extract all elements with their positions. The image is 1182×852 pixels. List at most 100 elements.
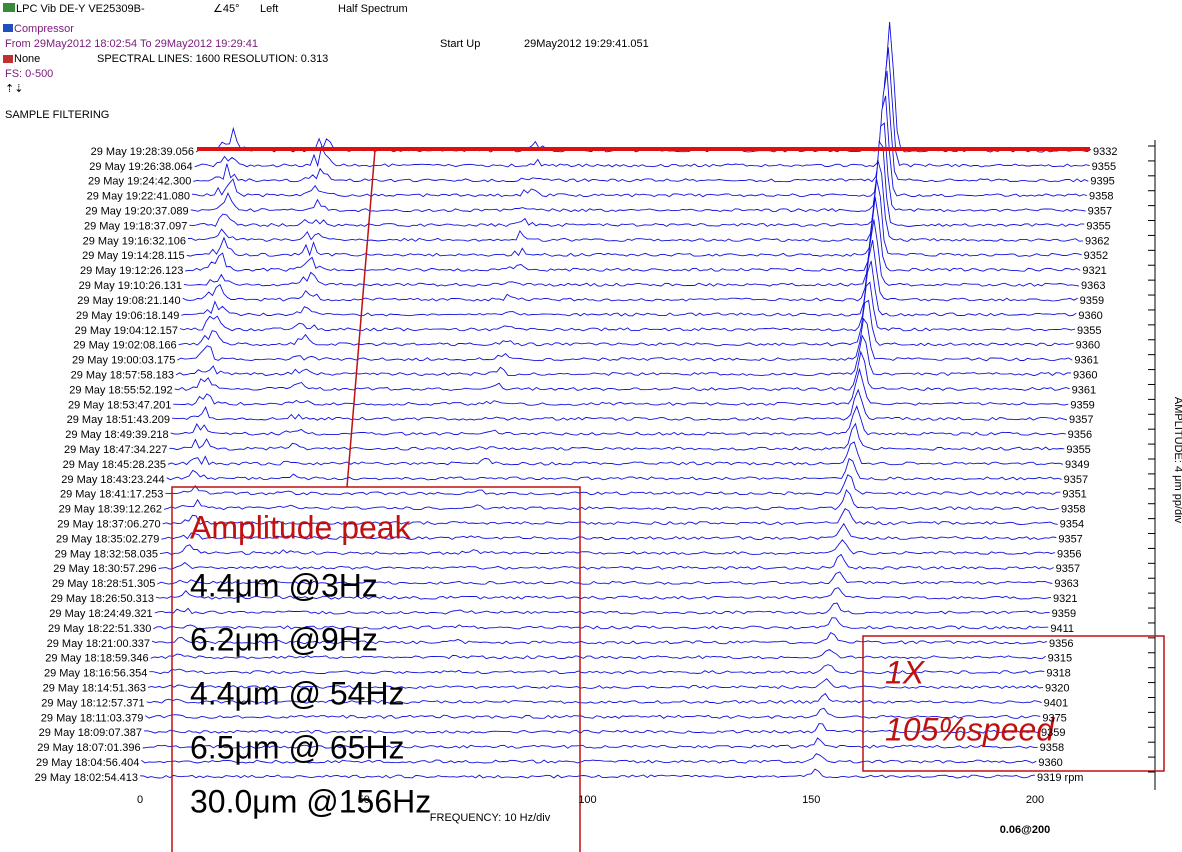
row-timestamp: 29 May 18:57:58.183: [71, 369, 174, 381]
spectrum-trace: [183, 219, 1080, 287]
row-timestamp: 29 May 18:07:01.396: [37, 742, 140, 754]
row-rpm: 9321: [1082, 265, 1106, 277]
row-rpm: 9356: [1049, 638, 1073, 650]
row-rpm: 9315: [1048, 653, 1072, 665]
row-rpm: 9357: [1058, 533, 1082, 545]
header-spectral: SPECTRAL LINES: 1600 RESOLUTION: 0.313: [97, 53, 328, 65]
row-timestamp: 29 May 18:45:28.235: [63, 459, 166, 471]
spectrum-trace: [155, 587, 1052, 600]
header-mode: Half Spectrum: [338, 3, 408, 15]
icon: [3, 24, 13, 32]
row-timestamp: 29 May 18:02:54.413: [35, 772, 138, 784]
row-rpm: 9361: [1074, 355, 1098, 367]
row-rpm: 9360: [1073, 369, 1097, 381]
annotation-box: [862, 635, 1165, 772]
row-timestamp: 29 May 18:21:00.337: [47, 638, 150, 650]
spectrum-trace: [166, 457, 1062, 481]
row-rpm: 9359: [1080, 295, 1104, 307]
row-rpm: 9355: [1066, 444, 1090, 456]
spectrum-trace: [158, 553, 1054, 570]
spectrum-trace: [182, 240, 1078, 302]
row-timestamp: 29 May 19:18:37.097: [84, 220, 187, 232]
header-machine: Compressor: [14, 23, 74, 35]
spectrum-trace: [191, 95, 1088, 198]
icon: ⇡⇣: [5, 83, 23, 95]
x-axis-label: FREQUENCY: 10 Hz/div: [430, 812, 551, 824]
row-timestamp: 29 May 19:20:37.089: [85, 206, 188, 218]
spectrum-trace: [157, 571, 1053, 585]
icon: [3, 55, 13, 63]
spectrum-trace: [194, 47, 1090, 168]
row-rpm: 9318: [1046, 668, 1070, 680]
annotation-line: 6.5μm @ 65Hz: [190, 729, 405, 765]
spectrum-trace: [186, 179, 1082, 257]
row-timestamp: 29 May 18:09:07.387: [39, 727, 142, 739]
annotation-1x: 105%speed: [885, 711, 1055, 747]
row-timestamp: 29 May 18:55:52.192: [69, 384, 172, 396]
row-timestamp: 29 May 18:41:17.253: [60, 489, 163, 501]
row-timestamp: 29 May 18:53:47.201: [68, 399, 171, 411]
row-rpm: 9411: [1050, 623, 1074, 635]
spectrum-trace: [173, 367, 1069, 406]
spectrum-trace: [175, 334, 1072, 377]
spectrum-trace: [159, 539, 1056, 555]
spectrum-trace: [187, 160, 1084, 242]
row-timestamp: 29 May 19:06:18.149: [76, 310, 179, 322]
header-event: Start Up: [440, 38, 480, 50]
row-rpm: 9363: [1081, 280, 1105, 292]
row-rpm: 9354: [1060, 519, 1084, 531]
row-timestamp: 29 May 18:32:58.035: [55, 548, 158, 560]
row-rpm: 9360: [1076, 340, 1100, 352]
row-rpm: 9401: [1044, 697, 1068, 709]
row-timestamp: 29 May 19:10:26.131: [79, 280, 182, 292]
spectrum-trace: [177, 317, 1073, 362]
header-angle: ∠45°: [213, 3, 240, 15]
row-rpm: 9359: [1070, 399, 1094, 411]
x-tick-label: 100: [578, 794, 596, 806]
row-rpm: 9395: [1090, 176, 1114, 188]
row-rpm: 9357: [1064, 474, 1088, 486]
x-tick-label: 0: [137, 794, 143, 806]
header-title: LPC Vib DE-Y VE25309B-: [16, 3, 145, 15]
row-timestamp: 29 May 18:18:59.346: [45, 653, 148, 665]
header-sampling: SAMPLE FILTERING: [5, 109, 109, 121]
row-rpm: 9360: [1038, 757, 1062, 769]
row-timestamp: 29 May 19:22:41.080: [87, 191, 190, 203]
row-rpm: 9321: [1053, 593, 1077, 605]
y-axis-label: AMPLITUDE: 4 μm pp/div: [1172, 397, 1182, 524]
row-rpm: 9355: [1077, 325, 1101, 337]
spectrum-trace: [185, 196, 1081, 272]
spectrum-trace: [150, 648, 1046, 660]
spectrum-trace: [151, 631, 1048, 645]
row-rpm: 9355: [1086, 220, 1110, 232]
spectrum-trace: [169, 422, 1065, 451]
row-rpm: 9358: [1040, 742, 1064, 754]
annotation-line: 30.0μm @156Hz: [190, 783, 431, 819]
row-rpm: 9357: [1056, 563, 1080, 575]
annotation-line: 6.2μm @9Hz: [190, 621, 378, 657]
row-timestamp: 29 May 18:37:06.270: [57, 519, 160, 531]
row-rpm: 9332: [1093, 146, 1117, 158]
row-rpm: 9357: [1088, 206, 1112, 218]
row-timestamp: 29 May 18:16:56.354: [44, 668, 147, 680]
row-rpm: 9375: [1042, 712, 1066, 724]
row-rpm: 9358: [1061, 504, 1085, 516]
row-timestamp: 29 May 18:26:50.313: [51, 593, 154, 605]
row-rpm: 9359: [1052, 608, 1076, 620]
row-timestamp: 29 May 18:35:02.279: [56, 533, 159, 545]
row-rpm: 9360: [1078, 310, 1102, 322]
row-timestamp: 29 May 19:00:03.175: [72, 355, 175, 367]
spectrum-trace: [142, 737, 1038, 749]
spectrum-trace: [145, 707, 1041, 719]
header-filter: None: [14, 53, 40, 65]
spectrum-trace: [174, 350, 1070, 391]
header-event-time: 29May2012 19:29:41.051: [524, 38, 649, 50]
row-rpm: 9363: [1054, 578, 1078, 590]
row-rpm: 9359: [1041, 727, 1065, 739]
spectrum-trace: [181, 260, 1077, 317]
row-timestamp: 29 May 18:24:49.321: [49, 608, 152, 620]
spectrum-trace: [179, 281, 1076, 332]
spectrum-trace: [163, 489, 1060, 511]
row-timestamp: 29 May 18:28:51.305: [52, 578, 155, 590]
